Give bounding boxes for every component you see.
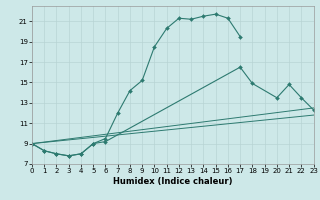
X-axis label: Humidex (Indice chaleur): Humidex (Indice chaleur) (113, 177, 233, 186)
